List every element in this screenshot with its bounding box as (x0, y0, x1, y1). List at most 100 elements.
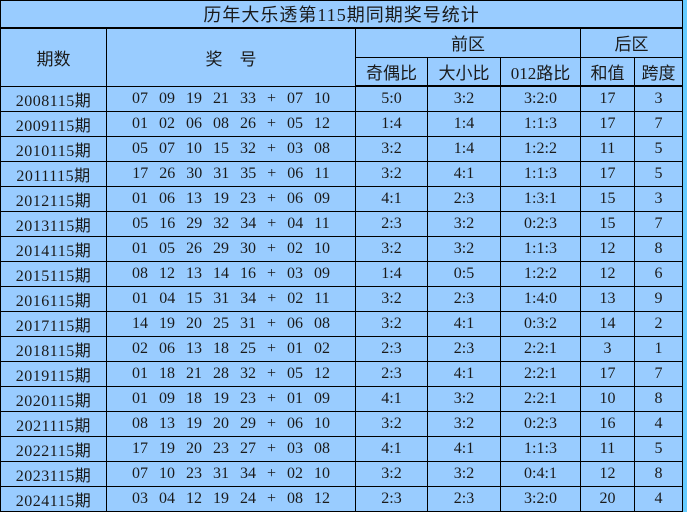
winning-numbers-cell: 01 18 21 28 32 + 05 12 (106, 360, 356, 387)
winning-numbers-cell: 02 06 13 18 25 + 01 02 (106, 335, 356, 362)
sum-cell: 17 (580, 160, 635, 187)
period-cell: 2024115期 (0, 485, 107, 512)
012-route-ratio-cell: 1:1:3 (500, 235, 581, 262)
table-row: 2015115期 08 12 13 14 16 + 03 09 1:4 0:5 … (0, 260, 684, 287)
col-header-odd-even-ratio: 奇偶比 (355, 56, 428, 87)
odd-even-ratio-cell: 3:2 (355, 310, 428, 337)
winning-numbers-cell: 05 16 29 32 34 + 04 11 (106, 210, 356, 237)
period-cell: 2021115期 (0, 410, 107, 437)
big-small-ratio-cell: 3:2 (427, 210, 501, 237)
odd-even-ratio-cell: 3:2 (355, 235, 428, 262)
table-row: 2012115期 01 06 13 19 23 + 06 09 4:1 2:3 … (0, 185, 684, 212)
big-small-ratio-cell: 3:2 (427, 385, 501, 412)
big-small-ratio-cell: 2:3 (427, 285, 501, 312)
col-header-big-small-ratio: 大小比 (427, 56, 501, 87)
odd-even-ratio-cell: 2:3 (355, 485, 428, 512)
span-cell: 9 (633, 285, 684, 312)
period-cell: 2017115期 (0, 310, 107, 337)
012-route-ratio-cell: 2:2:1 (500, 360, 581, 387)
012-route-ratio-cell: 1:1:3 (500, 110, 581, 137)
sum-cell: 15 (580, 210, 635, 237)
winning-numbers-cell: 17 19 20 23 27 + 03 08 (106, 435, 356, 462)
012-route-ratio-cell: 1:3:1 (500, 185, 581, 212)
period-cell: 2012115期 (0, 185, 107, 212)
012-route-ratio-cell: 2:2:1 (500, 335, 581, 362)
012-route-ratio-cell: 1:4:0 (500, 285, 581, 312)
012-route-ratio-cell: 1:2:2 (500, 135, 581, 162)
winning-numbers-cell: 08 13 19 20 29 + 06 10 (106, 410, 356, 437)
period-cell: 2015115期 (0, 260, 107, 287)
span-cell: 6 (633, 260, 684, 287)
table-row: 2010115期 05 07 10 15 32 + 03 08 3:2 1:4 … (0, 135, 684, 162)
col-header-back-zone: 后区 (579, 27, 684, 58)
span-cell: 8 (633, 460, 684, 487)
sum-cell: 11 (580, 435, 635, 462)
odd-even-ratio-cell: 3:2 (355, 135, 428, 162)
winning-numbers-cell: 01 02 06 08 26 + 05 12 (106, 110, 356, 137)
big-small-ratio-cell: 0:5 (427, 260, 501, 287)
winning-numbers-cell: 07 09 19 21 33 + 07 10 (106, 85, 356, 112)
big-small-ratio-cell: 4:1 (427, 435, 501, 462)
winning-numbers-cell: 01 09 18 19 23 + 01 09 (106, 385, 356, 412)
odd-even-ratio-cell: 3:2 (355, 285, 428, 312)
span-cell: 3 (633, 85, 684, 112)
big-small-ratio-cell: 3:2 (427, 85, 501, 112)
winning-numbers-cell: 14 19 20 25 31 + 06 08 (106, 310, 356, 337)
period-cell: 2009115期 (0, 110, 107, 137)
012-route-ratio-cell: 0:3:2 (500, 310, 581, 337)
sum-cell: 14 (580, 310, 635, 337)
sum-cell: 20 (580, 485, 635, 512)
period-cell: 2008115期 (0, 85, 107, 112)
period-cell: 2019115期 (0, 360, 107, 387)
sum-cell: 12 (580, 235, 635, 262)
header-group-row: 期数 奖 号 前区 后区 (0, 27, 684, 87)
period-cell: 2013115期 (0, 210, 107, 237)
big-small-ratio-cell: 3:2 (427, 460, 501, 487)
period-cell: 2020115期 (0, 385, 107, 412)
table-row: 2024115期 03 04 12 19 24 + 08 12 2:3 2:3 … (0, 485, 684, 512)
odd-even-ratio-cell: 1:4 (355, 260, 428, 287)
table-row: 2021115期 08 13 19 20 29 + 06 10 3:2 3:2 … (0, 410, 684, 437)
winning-numbers-cell: 17 26 30 31 35 + 06 11 (106, 160, 356, 187)
odd-even-ratio-cell: 3:2 (355, 410, 428, 437)
span-cell: 8 (633, 385, 684, 412)
table-row: 2008115期 07 09 19 21 33 + 07 10 5:0 3:2 … (0, 85, 684, 112)
odd-even-ratio-cell: 2:3 (355, 360, 428, 387)
col-header-span: 跨度 (633, 56, 684, 87)
title-row: 历年大乐透第115期同期奖号统计 (0, 0, 684, 29)
col-header-front-zone: 前区 (355, 27, 581, 58)
winning-numbers-cell: 07 10 23 31 34 + 02 10 (106, 460, 356, 487)
period-cell: 2022115期 (0, 435, 107, 462)
big-small-ratio-cell: 3:2 (427, 410, 501, 437)
012-route-ratio-cell: 1:1:3 (500, 435, 581, 462)
012-route-ratio-cell: 0:2:3 (500, 210, 581, 237)
table-row: 2017115期 14 19 20 25 31 + 06 08 3:2 4:1 … (0, 310, 684, 337)
span-cell: 7 (633, 360, 684, 387)
table-row: 2014115期 01 05 26 29 30 + 02 10 3:2 3:2 … (0, 235, 684, 262)
span-cell: 2 (633, 310, 684, 337)
table-row: 2016115期 01 04 15 31 34 + 02 11 3:2 2:3 … (0, 285, 684, 312)
sum-cell: 15 (580, 185, 635, 212)
odd-even-ratio-cell: 4:1 (355, 185, 428, 212)
period-cell: 2010115期 (0, 135, 107, 162)
period-cell: 2023115期 (0, 460, 107, 487)
winning-numbers-cell: 01 05 26 29 30 + 02 10 (106, 235, 356, 262)
span-cell: 8 (633, 235, 684, 262)
span-cell: 4 (633, 485, 684, 512)
table-row: 2011115期 17 26 30 31 35 + 06 11 3:2 4:1 … (0, 160, 684, 187)
012-route-ratio-cell: 3:2:0 (500, 85, 581, 112)
sum-cell: 11 (580, 135, 635, 162)
table-row: 2009115期 01 02 06 08 26 + 05 12 1:4 1:4 … (0, 110, 684, 137)
big-small-ratio-cell: 3:2 (427, 235, 501, 262)
span-cell: 4 (633, 410, 684, 437)
012-route-ratio-cell: 0:2:3 (500, 410, 581, 437)
page-title: 历年大乐透第115期同期奖号统计 (0, 0, 684, 29)
big-small-ratio-cell: 2:3 (427, 185, 501, 212)
012-route-ratio-cell: 2:2:1 (500, 385, 581, 412)
period-cell: 2014115期 (0, 235, 107, 262)
odd-even-ratio-cell: 1:4 (355, 110, 428, 137)
012-route-ratio-cell: 0:4:1 (500, 460, 581, 487)
big-small-ratio-cell: 4:1 (427, 310, 501, 337)
col-header-012-route-ratio: 012路比 (500, 56, 581, 87)
